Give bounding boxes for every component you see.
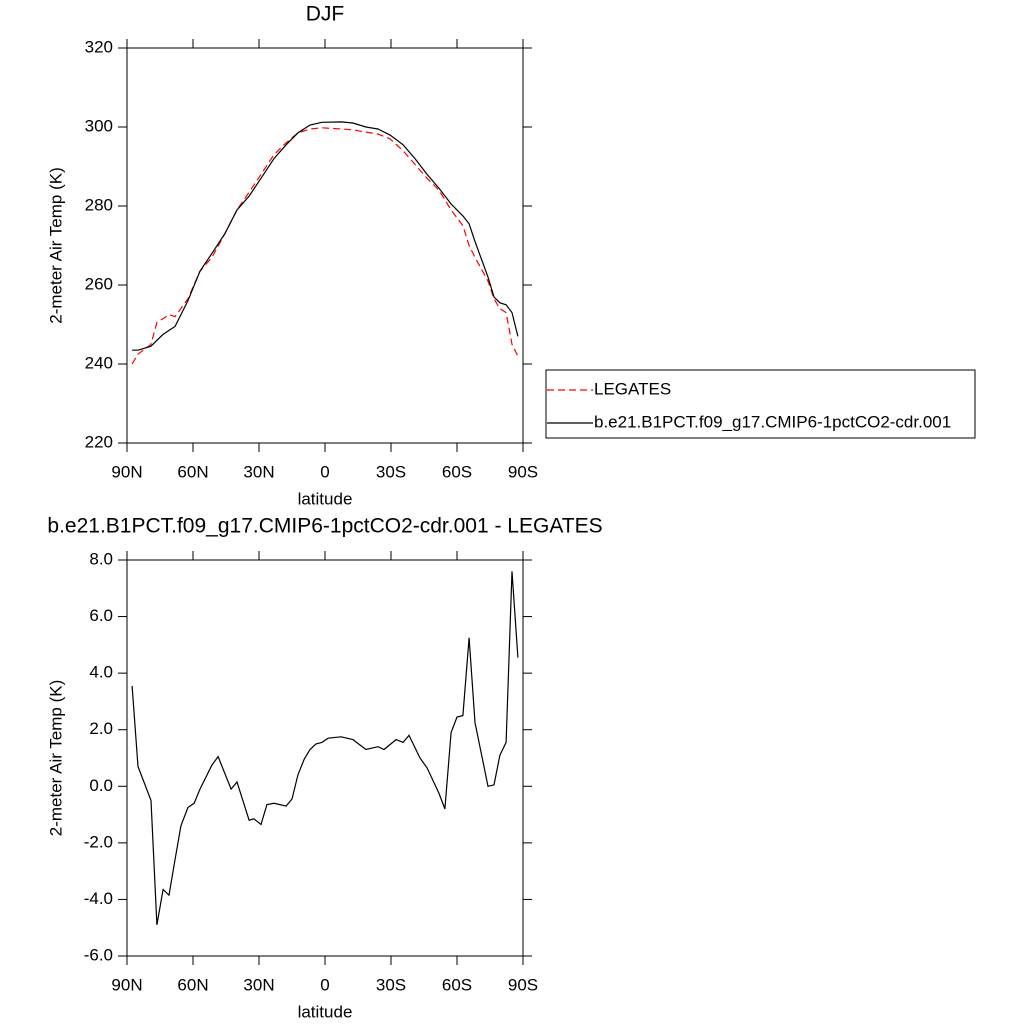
x-tick-label: 0: [320, 975, 329, 994]
panel: b.e21.B1PCT.f09_g17.CMIP6-1pctCO2-cdr.00…: [46, 515, 602, 1022]
legend-label: LEGATES: [594, 379, 671, 398]
chart-title: b.e21.B1PCT.f09_g17.CMIP6-1pctCO2-cdr.00…: [47, 515, 602, 538]
x-tick-label: 60S: [442, 462, 472, 481]
x-tick-label: 90S: [508, 975, 538, 994]
plot-frame: [126, 559, 524, 957]
data-line: [132, 121, 519, 351]
y-tick-label: 6.0: [89, 606, 113, 625]
legend-box: [545, 369, 976, 439]
x-tick-label: 0: [320, 462, 329, 481]
y-axis-label: 2-meter Air Temp (K): [46, 167, 65, 324]
y-tick-label: 220: [85, 432, 113, 451]
y-tick-label: 2.0: [89, 719, 113, 738]
y-axis-label: 2-meter Air Temp (K): [46, 680, 65, 837]
y-tick-label: 300: [85, 116, 113, 135]
x-axis-label: latitude: [298, 489, 353, 508]
y-tick-label: 4.0: [89, 663, 113, 682]
chart-title: DJF: [306, 3, 345, 26]
x-tick-label: 90N: [111, 975, 142, 994]
x-tick-label: 60N: [177, 462, 208, 481]
x-tick-label: 30S: [376, 975, 406, 994]
x-tick-label: 30N: [243, 975, 274, 994]
y-tick-label: -6.0: [84, 945, 113, 964]
x-tick-label: 30S: [376, 462, 406, 481]
x-tick-label: 60S: [442, 975, 472, 994]
x-tick-label: 60N: [177, 975, 208, 994]
plot-frame: [126, 47, 524, 444]
data-line: [131, 571, 519, 926]
y-tick-label: 320: [85, 37, 113, 56]
y-tick-label: -4.0: [84, 889, 113, 908]
x-tick-label: 90S: [508, 462, 538, 481]
data-line: [131, 127, 519, 365]
x-axis-label: latitude: [298, 1002, 353, 1021]
y-tick-label: 240: [85, 353, 113, 372]
y-tick-label: 8.0: [89, 549, 113, 568]
y-tick-label: 280: [85, 195, 113, 214]
y-tick-label: -2.0: [84, 832, 113, 851]
panel: DJF latitude 2-meter Air Temp (K) 220 240 260…: [46, 3, 976, 508]
x-tick-label: 90N: [111, 462, 142, 481]
y-tick-label: 0.0: [89, 776, 113, 795]
y-tick-label: 260: [85, 274, 113, 293]
x-tick-label: 30N: [243, 462, 274, 481]
legend-label: b.e21.B1PCT.f09_g17.CMIP6-1pctCO2-cdr.00…: [594, 412, 951, 431]
